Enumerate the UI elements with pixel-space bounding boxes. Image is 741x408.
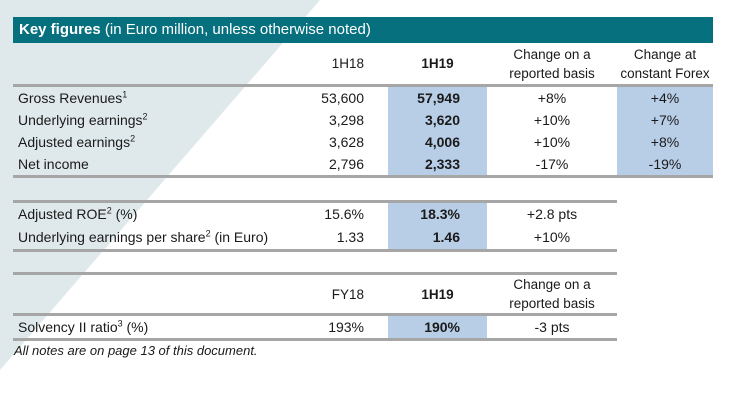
title-bold: Key figures: [19, 21, 101, 38]
col-header-fy18: FY18: [331, 286, 364, 302]
value-change: -3 pts: [534, 319, 570, 335]
section3-header-row: FY18 1H19 Change on a reported basis: [13, 275, 713, 313]
rule-under-section2: [13, 249, 617, 252]
value-1h19: 3,620: [388, 109, 487, 131]
footnote: All notes are on page 13 of this documen…: [14, 343, 258, 358]
table-row-gross-revenues: Gross Revenues1 53,600 57,949 +8% +4%: [13, 87, 713, 109]
col-header-constant-forex: Change at constant Forex: [617, 43, 713, 84]
col-header-change-reported: Change on a reported basis: [487, 43, 617, 84]
value-change: +10%: [533, 134, 571, 150]
value-forex-empty: [617, 316, 713, 338]
row-label: Gross Revenues1: [18, 89, 128, 106]
value-forex: +4%: [617, 87, 713, 109]
change-header-line2: reported basis: [509, 65, 595, 81]
row-label: Adjusted earnings2: [18, 133, 136, 150]
change-header-line1: Change on a: [513, 277, 591, 292]
value-forex-empty: [617, 226, 713, 249]
table-row-net-income: Net income 2,796 2,333 -17% -19%: [13, 153, 713, 175]
col-header-1h19: 1H19: [421, 56, 454, 71]
value-forex: -19%: [617, 153, 713, 175]
value-1h19: 2,333: [388, 153, 487, 175]
col-header-change-reported: Change on a reported basis: [487, 275, 617, 313]
value-1h18: 3,628: [328, 134, 364, 150]
value-1h19: 57,949: [388, 87, 487, 109]
value-1h19: 1.46: [388, 226, 487, 249]
value-1h18: 2,796: [328, 156, 364, 172]
value-forex: +8%: [617, 131, 713, 153]
value-1h18: 15.6%: [324, 206, 364, 222]
value-forex: +7%: [617, 109, 713, 131]
col-header-1h19: 1H19: [421, 286, 454, 302]
value-change: -17%: [535, 156, 569, 172]
row-label: Underlying earnings2: [18, 111, 148, 128]
section1-header-row: 1H18 1H19 Change on a reported basis Cha…: [13, 43, 713, 84]
col-header-1h18: 1H18: [331, 56, 364, 71]
value-change: +2.8 pts: [526, 206, 578, 222]
rule-under-section1-header: [13, 84, 713, 87]
table-row-adjusted-roe: Adjusted ROE2 (%) 15.6% 18.3% +2.8 pts: [13, 203, 713, 226]
table-row-adjusted-earnings: Adjusted earnings2 3,628 4,006 +10% +8%: [13, 131, 713, 153]
rule-above-section3-header: [13, 272, 617, 275]
rule-above-section2: [13, 200, 617, 203]
value-change: +8%: [537, 90, 567, 106]
value-change: +10%: [533, 229, 571, 245]
value-1h18: 3,298: [328, 112, 364, 128]
table-row-solvency-ratio: Solvency II ratio3 (%) 193% 190% -3 pts: [13, 316, 713, 338]
key-figures-title-bar: Key figures (in Euro million, unless oth…: [13, 17, 713, 43]
rule-under-section1: [13, 175, 713, 178]
row-label: Adjusted ROE2 (%): [18, 205, 138, 222]
change-header-line1: Change on a: [513, 46, 591, 62]
forex-header-line1: Change at: [633, 46, 697, 62]
row-label: Solvency II ratio3 (%): [18, 318, 149, 335]
rule-under-section3: [13, 338, 617, 341]
value-1h19: 18.3%: [388, 203, 487, 226]
value-1h19: 190%: [388, 316, 487, 338]
forex-header-line2: constant Forex: [620, 65, 710, 81]
value-1h18: 1.33: [336, 229, 364, 245]
row-label: Net income: [18, 156, 89, 172]
table-row-underlying-eps: Underlying earnings per share2 (in Euro)…: [13, 226, 713, 249]
value-change: +10%: [533, 112, 571, 128]
value-fy18: 193%: [328, 319, 364, 335]
value-1h18: 53,600: [321, 90, 364, 106]
value-1h19: 4,006: [388, 131, 487, 153]
table-row-underlying-earnings: Underlying earnings2 3,298 3,620 +10% +7…: [13, 109, 713, 131]
rule-under-section3-header: [13, 313, 617, 316]
value-forex-empty: [617, 203, 713, 226]
row-label: Underlying earnings per share2 (in Euro): [18, 228, 269, 245]
title-rest: (in Euro million, unless otherwise noted…: [100, 21, 371, 38]
change-header-line2: reported basis: [509, 296, 595, 311]
